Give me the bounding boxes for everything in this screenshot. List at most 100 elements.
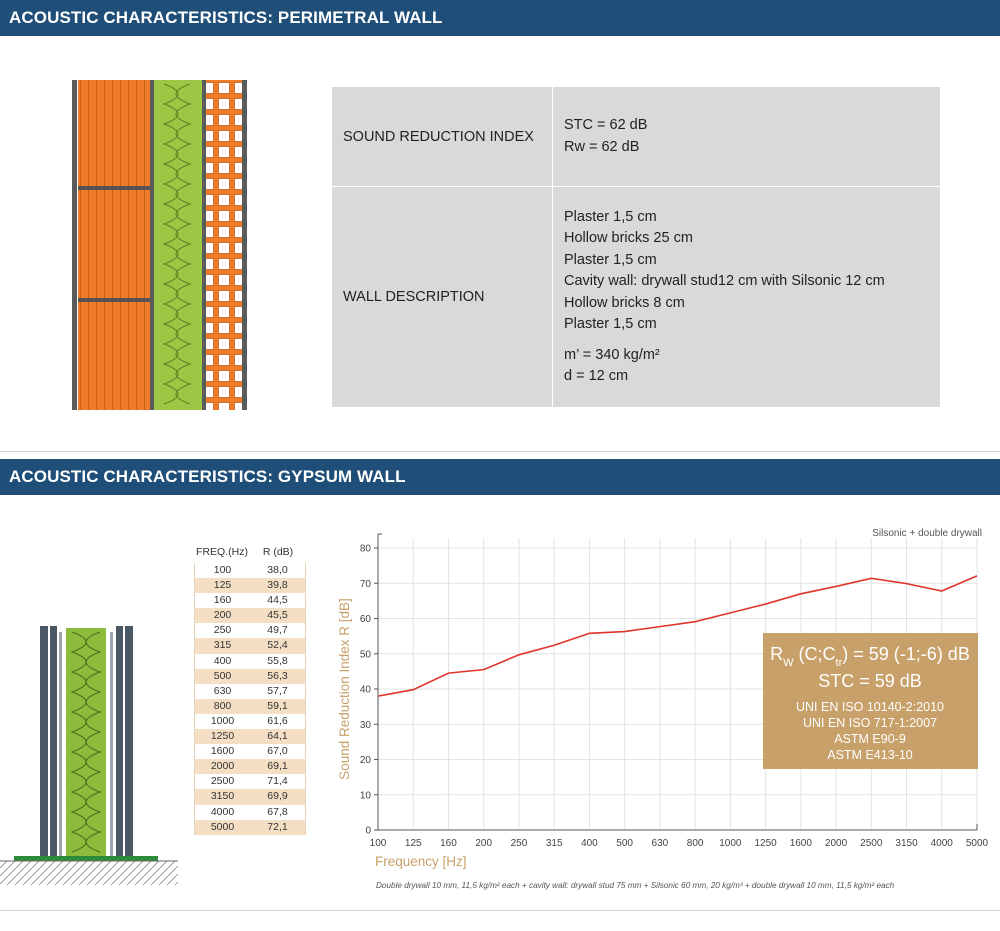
r-cell: 45,5: [267, 609, 288, 622]
r-cell: 59,1: [267, 699, 288, 712]
legend-label: Silsonic + double drywall: [872, 528, 982, 539]
x-tick-label: 400: [581, 838, 598, 849]
freq-cell: 1250: [210, 730, 235, 743]
freq-cell: 1600: [210, 745, 235, 758]
table-row: 5000 72,1: [195, 819, 305, 835]
sound-reduction-label: SOUND REDUCTION INDEX: [331, 86, 553, 187]
freq-cell: 4000: [210, 805, 235, 818]
rw-result-part: W: [783, 657, 794, 669]
perimetral-wall-diagram: [72, 80, 247, 410]
rw-value: Rw = 62 dB: [564, 138, 640, 155]
standard-label: UNI EN ISO 717-1:2007: [803, 716, 937, 730]
table-row: 2500 71,4: [195, 774, 305, 790]
r-cell: 67,0: [267, 745, 288, 758]
r-cell: 61,6: [267, 714, 288, 727]
freq-cell: 200: [213, 609, 232, 622]
stc-result: STC = 59 dB: [818, 671, 922, 691]
freq-cell: 800: [213, 699, 232, 712]
table-row: 1000 61,6: [195, 713, 305, 730]
freq-cell: 5000: [210, 820, 235, 833]
r-cell: 69,9: [267, 790, 288, 803]
standard-label: ASTM E90-9: [834, 732, 906, 746]
table-row: 400 55,8: [195, 653, 305, 669]
x-tick-label: 3150: [895, 838, 918, 849]
r-cell: 67,8: [267, 805, 288, 818]
x-tick-label: 800: [687, 838, 704, 849]
freq-cell: 160: [213, 594, 232, 607]
table-row: 4000 67,8: [195, 804, 305, 820]
y-tick-label: 40: [360, 685, 372, 696]
thickness-value: d = 12 cm: [564, 368, 629, 384]
freq-cell: 2500: [210, 775, 235, 788]
table-row: 500 56,3: [195, 668, 305, 684]
freq-cell: 3150: [210, 790, 235, 803]
y-tick-label: 80: [360, 544, 372, 555]
table-row: 2000 69,1: [195, 759, 305, 775]
table-row: 100 38,0: [195, 563, 305, 579]
section-divider-bottom: [0, 910, 1000, 911]
standard-label: UNI EN ISO 10140-2:2010: [796, 700, 944, 714]
rw-result-part: ) = 59 (-1;-6) dB: [842, 644, 970, 664]
y-tick-label: 60: [360, 614, 372, 625]
y-axis-title: Sound Reduction Index R [dB]: [337, 598, 352, 780]
spec-table: SOUND REDUCTION INDEX STC = 62 dB Rw = 6…: [331, 86, 941, 408]
rw-result: RW (C;Ctr) = 59 (-1;-6) dB: [770, 644, 970, 669]
x-tick-label: 160: [440, 838, 457, 849]
stc-value: STC = 62 dB: [564, 117, 648, 133]
r-cell: 44,5: [267, 594, 288, 607]
section-header-gypsum: ACOUSTIC CHARACTERISTICS: GYPSUM WALL: [0, 459, 1000, 495]
wall-description-values: Plaster 1,5 cm Hollow bricks 25 cm Plast…: [552, 186, 941, 408]
x-tick-label: 2500: [860, 838, 883, 849]
x-tick-label: 2000: [825, 838, 848, 849]
x-tick-label: 630: [652, 838, 669, 849]
x-tick-label: 1600: [790, 838, 813, 849]
x-axis-title: Frequency [Hz]: [375, 854, 467, 869]
y-tick-label: 30: [360, 720, 372, 731]
layer-item: Plaster 1,5 cm: [564, 251, 657, 268]
freq-column-header: FREQ.(Hz): [196, 546, 248, 558]
x-tick-label: 1000: [719, 838, 742, 849]
wall-description-label: WALL DESCRIPTION: [331, 186, 553, 408]
result-box: [763, 633, 978, 769]
r-cell: 49,7: [267, 624, 288, 637]
freq-cell: 630: [213, 684, 232, 697]
r-cell: 71,4: [267, 775, 288, 788]
layer-item: Plaster 1,5 cm: [564, 316, 657, 332]
freq-cell: 400: [213, 654, 232, 667]
frequency-table: FREQ.(Hz) R (dB) 100 38,0 125 39,8 160 44,5 20…: [194, 541, 306, 835]
freq-cell: 250: [213, 624, 232, 637]
r-cell: 38,0: [267, 564, 288, 576]
table-row: 200 45,5: [195, 608, 305, 624]
freq-cell: 100: [213, 564, 232, 576]
layer-item: Plaster 1,5 cm: [564, 208, 657, 225]
y-tick-label: 50: [360, 649, 372, 660]
sound-reduction-chart: 0 10 20 30 40 50 60 70 80 100 125 160 200 250 315 400 50…: [337, 528, 989, 890]
section-header-perimetral: ACOUSTIC CHARACTERISTICS: PERIMETRAL WAL…: [0, 0, 1000, 36]
freq-cell: 500: [213, 669, 232, 682]
x-tick-label: 500: [616, 838, 633, 849]
standard-label: ASTM E413-10: [827, 748, 913, 762]
sound-reduction-values: STC = 62 dB Rw = 62 dB: [552, 86, 941, 187]
rw-result-part: tr: [836, 657, 843, 669]
mass-value: m’ = 340 kg/m²: [564, 346, 660, 363]
x-tick-label: 4000: [931, 838, 954, 849]
frequency-table-body: 100 38,0 125 39,8 160 44,5 200 45,5 250 49,7 315 52…: [194, 563, 306, 835]
rw-result-part: R: [770, 644, 783, 664]
r-cell: 39,8: [267, 579, 288, 592]
freq-cell: 2000: [210, 760, 235, 773]
gypsum-wall-diagram: [0, 626, 178, 885]
x-tick-label: 100: [370, 838, 387, 849]
table-row: 1250 64,1: [195, 729, 305, 745]
r-cell: 69,1: [267, 760, 288, 773]
r-cell: 55,8: [267, 654, 288, 667]
y-tick-label: 0: [365, 826, 371, 837]
r-cell: 52,4: [267, 639, 288, 652]
table-row: 160 44,5: [195, 593, 305, 609]
r-cell: 56,3: [267, 669, 288, 682]
r-column-header: R (dB): [262, 546, 294, 558]
series-line: [377, 575, 978, 697]
table-row: 800 59,1: [195, 698, 305, 714]
r-cell: 72,1: [267, 820, 288, 833]
x-tick-label: 125: [405, 838, 422, 849]
layer-item: Hollow bricks 25 cm: [564, 230, 693, 246]
